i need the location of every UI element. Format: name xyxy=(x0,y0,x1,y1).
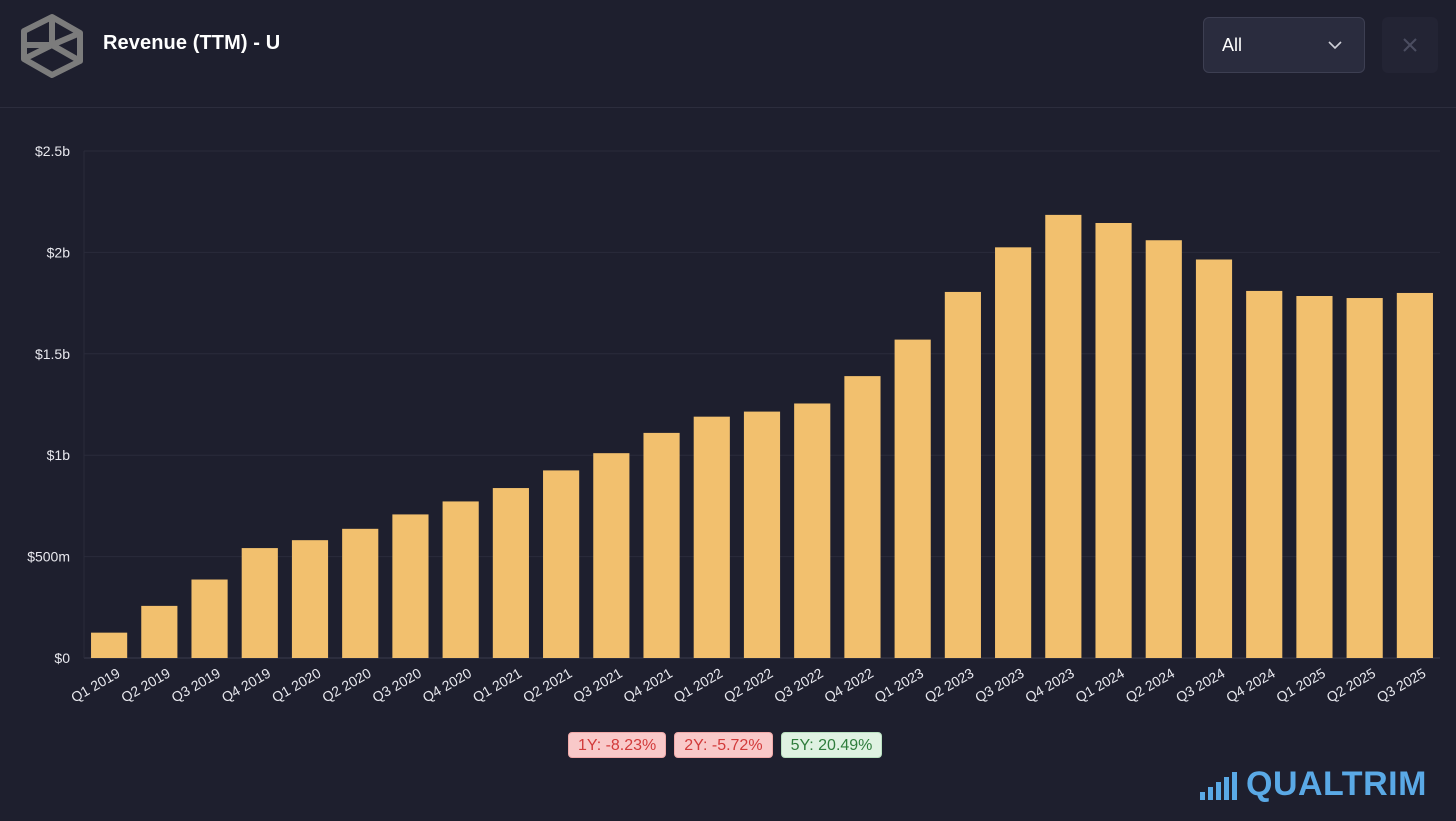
bar-q3-2021[interactable] xyxy=(593,453,630,658)
bar-q2-2024[interactable] xyxy=(1145,240,1182,658)
bar-q2-2023[interactable] xyxy=(944,291,981,658)
signal-bars-icon xyxy=(1200,772,1237,800)
bar-q1-2019[interactable] xyxy=(91,632,128,658)
x-tick-label: Q2 2021 xyxy=(520,665,575,706)
bar-q1-2021[interactable] xyxy=(492,488,529,658)
growth-badges: 1Y: -8.23% 2Y: -5.72% 5Y: 20.49% xyxy=(568,732,883,758)
x-tick-label: Q3 2021 xyxy=(570,665,625,706)
page-title: Revenue (TTM) - U xyxy=(103,32,281,54)
brand-logo: QUALTRIM xyxy=(1200,766,1436,802)
x-tick-label: Q2 2023 xyxy=(922,665,977,706)
bar-q1-2023[interactable] xyxy=(894,339,931,658)
x-tick-label: Q4 2022 xyxy=(821,665,876,706)
y-tick-label: $1b xyxy=(47,447,71,463)
x-tick-label: Q2 2020 xyxy=(319,665,374,706)
y-tick-label: $1.5b xyxy=(35,346,70,362)
bar-q4-2024[interactable] xyxy=(1246,290,1283,658)
x-tick-label: Q2 2024 xyxy=(1123,665,1178,706)
bar-q4-2019[interactable] xyxy=(241,548,278,658)
y-tick-label: $500m xyxy=(27,549,70,565)
bar-q2-2022[interactable] xyxy=(743,411,781,658)
close-button[interactable] xyxy=(1382,17,1438,73)
range-select-value: All xyxy=(1222,35,1243,55)
badge-5y: 5Y: 20.49% xyxy=(780,732,883,758)
bar-q1-2024[interactable] xyxy=(1095,222,1132,658)
bar-q4-2020[interactable] xyxy=(442,501,479,658)
close-icon xyxy=(1403,38,1417,52)
x-tick-label: Q4 2020 xyxy=(420,665,475,706)
y-tick-label: $0 xyxy=(54,650,70,666)
bar-q4-2021[interactable] xyxy=(643,432,680,658)
x-tick-label: Q3 2020 xyxy=(369,665,424,706)
range-select[interactable]: All xyxy=(1203,17,1365,73)
x-tick-label: Q4 2023 xyxy=(1022,665,1077,706)
bar-q3-2023[interactable] xyxy=(995,247,1032,658)
bar-q2-2019[interactable] xyxy=(141,605,178,658)
bar-q2-2021[interactable] xyxy=(543,470,580,658)
chart-bars xyxy=(91,214,1433,658)
bar-q3-2025[interactable] xyxy=(1396,292,1433,658)
x-tick-label: Q4 2019 xyxy=(219,665,274,706)
x-tick-label: Q3 2023 xyxy=(972,665,1027,706)
bar-q1-2025[interactable] xyxy=(1296,296,1333,658)
bar-q1-2022[interactable] xyxy=(693,416,730,658)
bar-q2-2025[interactable] xyxy=(1346,298,1383,658)
bar-q3-2019[interactable] xyxy=(191,579,228,658)
y-axis-ticks: $0 $500m $1b $1.5b $2b $2.5b xyxy=(27,143,70,666)
bar-q1-2020[interactable] xyxy=(291,540,329,658)
bar-q3-2024[interactable] xyxy=(1195,259,1233,658)
x-tick-label: Q2 2019 xyxy=(118,665,173,706)
x-tick-label: Q3 2019 xyxy=(169,665,224,706)
x-tick-label: Q1 2023 xyxy=(872,665,927,706)
bar-q2-2020[interactable] xyxy=(342,528,379,658)
header: Revenue (TTM) - U All xyxy=(0,0,1456,108)
bar-q3-2020[interactable] xyxy=(392,514,429,658)
x-tick-label: Q1 2019 xyxy=(68,665,123,706)
badge-1y: 1Y: -8.23% xyxy=(568,732,667,758)
x-tick-label: Q1 2022 xyxy=(671,665,726,706)
chevron-down-icon xyxy=(1328,41,1342,50)
bar-q3-2022[interactable] xyxy=(794,403,831,658)
x-tick-label: Q2 2022 xyxy=(721,665,776,706)
x-tick-label: Q1 2021 xyxy=(470,665,525,706)
x-tick-label: Q1 2020 xyxy=(269,665,324,706)
bar-q4-2023[interactable] xyxy=(1045,214,1082,658)
x-tick-label: Q1 2024 xyxy=(1073,665,1128,706)
x-tick-label: Q3 2025 xyxy=(1374,665,1429,706)
bar-q4-2022[interactable] xyxy=(844,376,881,658)
y-tick-label: $2.5b xyxy=(35,143,70,159)
y-tick-label: $2b xyxy=(47,244,71,260)
x-tick-label: Q2 2025 xyxy=(1324,665,1379,706)
x-tick-label: Q1 2025 xyxy=(1273,665,1328,706)
x-tick-label: Q4 2024 xyxy=(1223,665,1278,706)
badge-2y: 2Y: -5.72% xyxy=(674,732,773,758)
unity-logo-icon xyxy=(21,14,83,78)
x-tick-label: Q3 2024 xyxy=(1173,665,1228,706)
x-tick-label: Q4 2021 xyxy=(621,665,676,706)
x-tick-label: Q3 2022 xyxy=(771,665,826,706)
brand-name: QUALTRIM xyxy=(1246,765,1427,803)
